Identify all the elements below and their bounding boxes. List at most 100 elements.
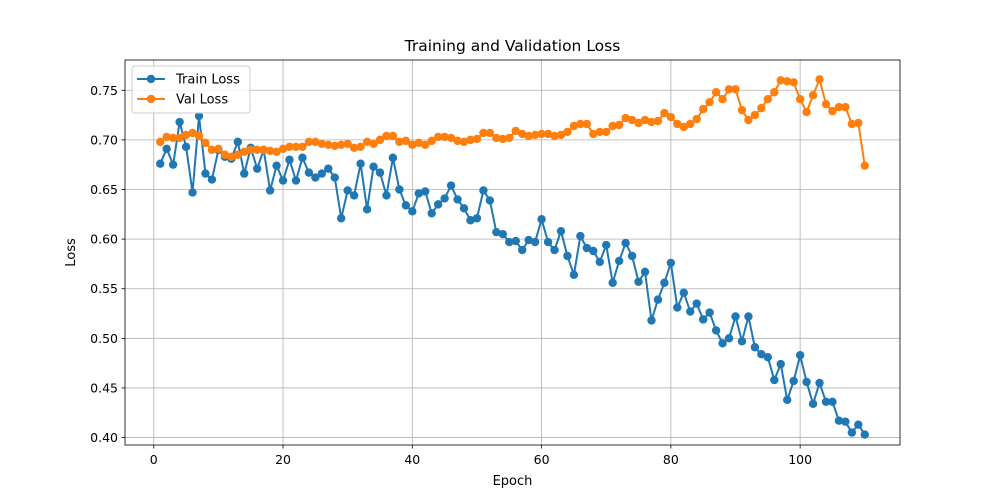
data-point-val-loss xyxy=(705,97,714,107)
data-point-train-loss xyxy=(388,153,398,162)
data-point-val-loss xyxy=(408,140,417,150)
data-point-val-loss xyxy=(621,113,630,123)
data-point-val-loss xyxy=(537,129,546,139)
data-point-train-loss xyxy=(505,237,514,247)
data-point-val-loss xyxy=(627,115,637,125)
data-point-train-loss xyxy=(272,161,281,170)
data-point-val-loss xyxy=(479,128,488,138)
data-point-train-loss xyxy=(194,111,204,121)
data-point-val-loss xyxy=(524,131,533,141)
data-point-val-loss xyxy=(498,134,507,144)
data-point-val-loss xyxy=(666,112,676,122)
data-point-val-loss xyxy=(634,118,643,128)
data-point-train-loss xyxy=(207,175,217,184)
data-point-train-loss xyxy=(324,164,333,173)
data-point-val-loss xyxy=(265,146,275,155)
data-point-val-loss xyxy=(569,121,579,131)
series-layer xyxy=(156,75,869,439)
data-point-val-loss xyxy=(362,137,372,147)
data-point-train-loss xyxy=(498,229,507,239)
data-point-train-loss xyxy=(802,377,811,387)
data-point-train-loss xyxy=(614,256,624,266)
data-point-val-loss xyxy=(518,129,527,139)
data-point-train-loss xyxy=(828,397,837,407)
data-point-val-loss xyxy=(427,136,436,146)
data-point-val-loss xyxy=(556,130,566,140)
data-point-train-loss xyxy=(304,168,314,177)
data-point-train-loss xyxy=(401,201,411,210)
y-tick-label: 0.70 xyxy=(90,132,118,147)
data-point-train-loss xyxy=(640,267,650,277)
data-point-train-loss xyxy=(524,235,533,245)
data-point-train-loss xyxy=(783,395,792,405)
data-point-val-loss xyxy=(181,130,191,140)
data-point-train-loss xyxy=(201,169,210,178)
data-point-val-loss xyxy=(156,137,165,147)
x-tick-label: 40 xyxy=(404,452,420,467)
data-point-train-loss xyxy=(362,205,372,214)
data-point-val-loss xyxy=(737,105,747,115)
x-tick-label: 0 xyxy=(150,452,158,467)
x-axis-label: Epoch xyxy=(493,474,533,489)
data-point-val-loss xyxy=(505,133,514,143)
data-point-train-loss xyxy=(265,186,275,195)
data-point-train-loss xyxy=(337,214,346,223)
data-point-val-loss xyxy=(259,145,268,154)
data-point-val-loss xyxy=(298,142,307,152)
data-point-val-loss xyxy=(492,133,501,143)
data-point-val-loss xyxy=(252,145,262,154)
data-point-train-loss xyxy=(511,236,520,246)
series-val-loss xyxy=(156,75,869,170)
data-point-val-loss xyxy=(789,78,798,87)
legend-marker-train-loss xyxy=(146,74,156,84)
data-point-val-loss xyxy=(660,108,669,118)
data-point-train-loss xyxy=(459,204,469,213)
data-point-val-loss xyxy=(356,142,365,152)
data-point-val-loss xyxy=(459,137,469,147)
data-point-train-loss xyxy=(556,226,566,236)
legend-label-train-loss: Train Loss xyxy=(175,73,240,88)
data-point-val-loss xyxy=(860,161,869,170)
data-point-val-loss xyxy=(453,136,462,146)
data-point-val-loss xyxy=(614,120,624,130)
data-point-val-loss xyxy=(854,118,863,128)
data-point-train-loss xyxy=(343,186,352,195)
data-point-train-loss xyxy=(408,207,417,216)
data-point-train-loss xyxy=(466,216,475,225)
data-point-train-loss xyxy=(530,237,540,247)
data-point-train-loss xyxy=(479,186,488,195)
data-point-train-loss xyxy=(679,288,688,297)
data-point-val-loss xyxy=(291,142,301,152)
data-point-val-loss xyxy=(828,106,837,116)
data-point-train-loss xyxy=(770,375,779,385)
data-point-val-loss xyxy=(472,134,482,144)
data-point-train-loss xyxy=(608,278,617,287)
data-point-val-loss xyxy=(175,133,184,143)
data-point-val-loss xyxy=(543,129,553,139)
data-point-val-loss xyxy=(446,133,456,143)
data-point-train-loss xyxy=(576,231,585,241)
data-point-train-loss xyxy=(291,176,301,185)
data-point-val-loss xyxy=(388,131,398,141)
data-point-train-loss xyxy=(731,312,740,321)
data-point-val-loss xyxy=(640,115,650,125)
ticks: 0 20 40 60 80 100 0.40 0.45 0.50 0.55 0.60 0.65 0.70… xyxy=(90,83,812,467)
data-point-train-loss xyxy=(737,337,747,346)
data-point-val-loss xyxy=(317,139,327,149)
data-point-val-loss xyxy=(815,75,824,84)
data-point-val-loss xyxy=(576,119,585,129)
data-point-train-loss xyxy=(821,397,831,407)
y-tick-label: 0.40 xyxy=(90,430,118,445)
data-point-val-loss xyxy=(724,85,734,94)
data-point-train-loss xyxy=(860,430,869,439)
data-point-train-loss xyxy=(647,316,656,325)
data-point-val-loss xyxy=(466,135,475,145)
data-point-train-loss xyxy=(356,159,365,168)
data-point-train-loss xyxy=(285,155,294,164)
y-tick-label: 0.65 xyxy=(90,182,118,197)
data-point-train-loss xyxy=(440,194,449,203)
data-point-train-loss xyxy=(414,189,423,198)
data-point-val-loss xyxy=(285,142,294,152)
data-point-val-loss xyxy=(311,137,320,147)
data-point-val-loss xyxy=(608,121,617,131)
